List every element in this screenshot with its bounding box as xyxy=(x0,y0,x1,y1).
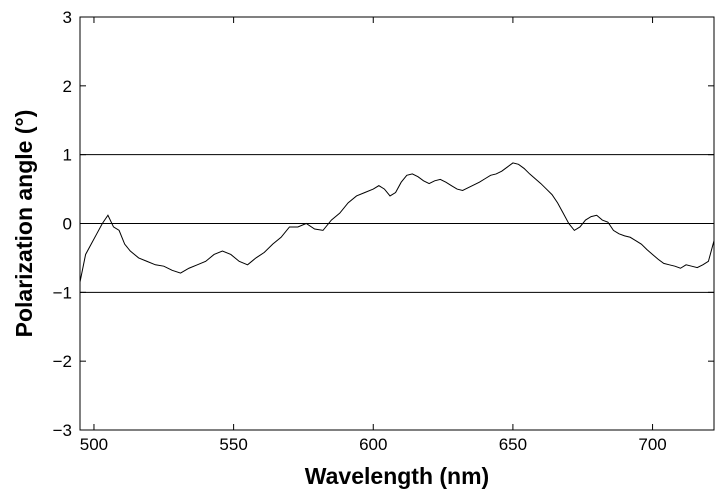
x-tick-label: 700 xyxy=(638,435,666,454)
x-tick-label: 500 xyxy=(80,435,108,454)
y-tick-label: −3 xyxy=(53,421,72,440)
y-axis-label: Polarization angle (°) xyxy=(11,110,37,338)
y-tick-label: 3 xyxy=(63,8,72,27)
y-axis-ticks: −3 −2 −1 0 1 2 3 xyxy=(53,8,714,440)
x-axis-ticks: 500 550 600 650 700 xyxy=(80,17,667,454)
x-tick-label: 550 xyxy=(219,435,247,454)
y-tick-label: 0 xyxy=(63,215,72,234)
y-tick-label: 2 xyxy=(63,77,72,96)
x-tick-label: 600 xyxy=(359,435,387,454)
y-tick-label: 1 xyxy=(63,146,72,165)
x-axis-label: Wavelength (nm) xyxy=(305,463,489,489)
y-tick-label: −2 xyxy=(53,352,72,371)
y-tick-label: −1 xyxy=(53,283,72,302)
series-line xyxy=(79,162,715,283)
x-tick-label: 650 xyxy=(499,435,527,454)
